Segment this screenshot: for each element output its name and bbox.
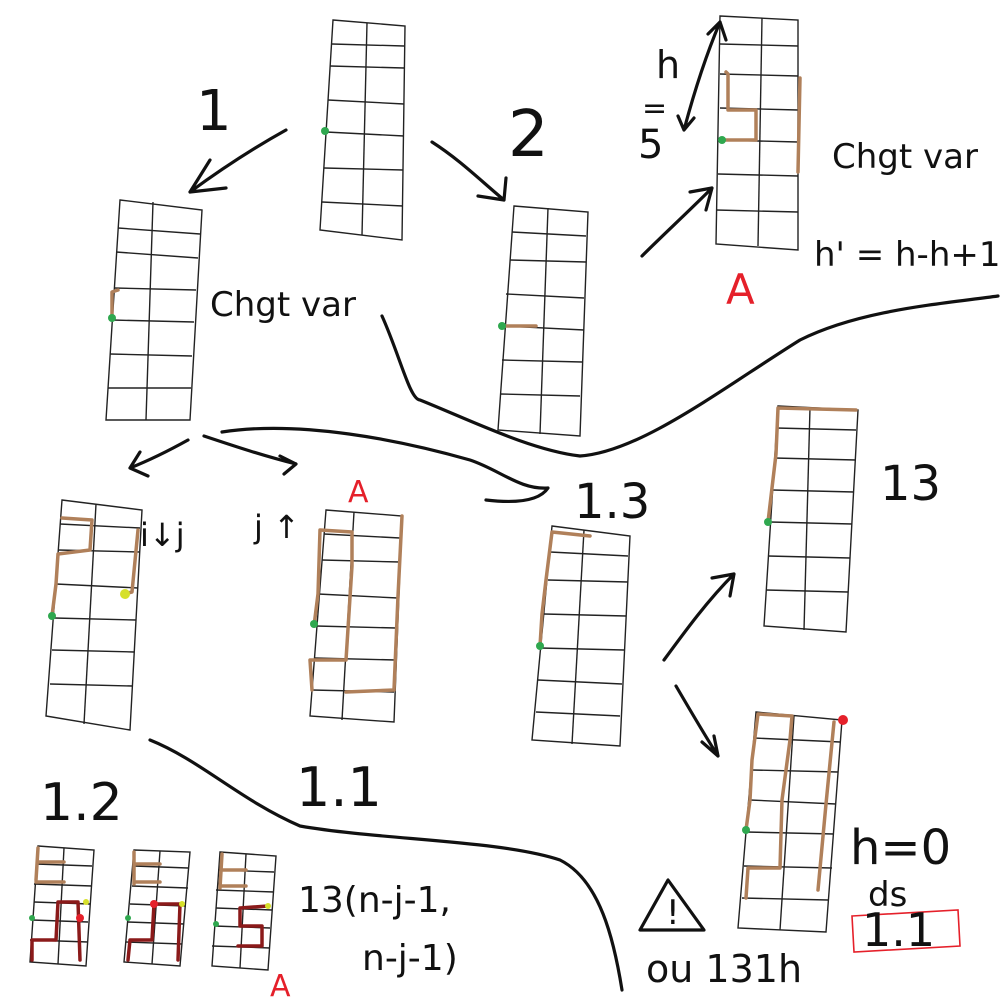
arrow-to-top-right [640,186,714,258]
separator-bottom [148,738,624,992]
end-dot [838,715,848,725]
end-dot [179,901,185,907]
arrow-up-13 [662,572,736,662]
start-dot [498,322,506,330]
label-branch-1: 1 [196,79,232,144]
end-dot [76,914,84,922]
formula-13-line2: n-j-1) [362,938,458,979]
formula-13-line1: 13(n-j-1, [298,880,451,921]
svg-text:!: ! [666,893,680,933]
end-dot [150,900,158,908]
label-equals: = [642,91,667,126]
label-h: h [656,43,680,87]
arrow-i-j-left [128,438,190,478]
start-dot [213,921,219,927]
grid-row2-left [45,499,143,731]
label-h-prime-formula: h' = h-h+1 [814,235,1000,275]
ink-strokes [128,20,1000,992]
label-branch-2: 2 [508,98,549,172]
start-dot [48,612,56,620]
label-a-bottom: A [270,969,291,1000]
warning-icon: ! [638,878,706,933]
label-13: 13 [880,456,941,512]
label-ou-131h: ou 131h [646,947,802,991]
start-dot [718,136,726,144]
arrow-1 [188,128,288,194]
start-dot [310,620,318,628]
grid-row2-right [531,525,631,747]
grid-h0 [737,711,848,933]
svg-text:1.1: 1.1 [862,903,935,957]
start-dot [764,518,772,526]
start-dot [321,127,329,135]
grid-branch-1 [105,199,203,421]
start-dot [108,314,116,322]
start-dot [536,642,544,650]
label-ds: ds [868,875,907,915]
arrow-2 [430,140,508,202]
arrow-j-right [202,434,298,476]
start-dot [29,915,35,921]
grid-branch-2 [497,205,589,437]
label-chgt-var-mid: Chgt var [210,285,356,325]
grid-13 [763,405,859,633]
end-dot [120,589,130,599]
boxed-1-1: 1.1 [851,903,961,957]
label-a-top: A [726,265,755,314]
end-dot [83,899,89,905]
separator-middle [220,426,550,504]
label-a-mid: A [348,475,369,510]
label-1-3: 1.3 [574,474,650,530]
label-chgt-var-top: Chgt var [832,137,978,177]
arrow-down-h0 [674,684,720,758]
label-j-up: j ↑ [253,508,300,546]
label-five: 5 [638,122,663,168]
grid-12-a [29,845,95,967]
grid-top-right [715,15,802,251]
h-double-arrow [676,20,728,132]
start-dot [125,915,131,921]
separator-top [380,294,1000,458]
grid-12-c [211,851,277,971]
grid-row2-mid [308,509,404,723]
label-h-zero: h=0 [850,820,951,876]
label-1-1: 1.1 [296,756,382,819]
label-1-2: 1.2 [40,773,123,833]
grid-root [319,19,406,241]
end-dot [265,903,271,909]
start-dot [742,826,750,834]
grid-12-b [123,849,191,967]
label-i-down-j: i↓j [140,516,185,554]
